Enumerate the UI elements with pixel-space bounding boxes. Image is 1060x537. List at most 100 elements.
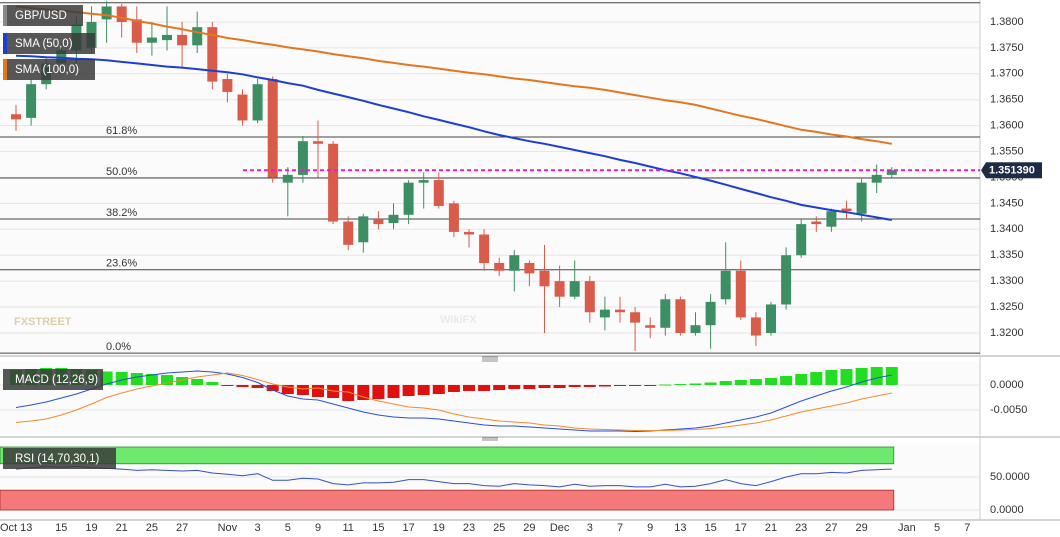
x-tick-label: 27 [825, 522, 837, 534]
macd-histogram-bar [568, 385, 581, 387]
macd-histogram-bar [553, 385, 566, 388]
macd-histogram-bar [100, 371, 113, 385]
y-tick-label: 0.0000 [990, 379, 1024, 391]
candle-body [388, 214, 399, 224]
macd-histogram-bar [885, 367, 898, 385]
candle-body [418, 180, 429, 183]
x-tick-label: 25 [493, 522, 505, 534]
macd-histogram-bar [659, 384, 672, 386]
macd-histogram-bar [674, 384, 687, 385]
y-tick-label: 1.3700 [990, 68, 1024, 80]
fib-label: 38.2% [106, 207, 137, 219]
candle-body [101, 6, 112, 20]
macd-line [15, 370, 892, 433]
fib-label: 61.8% [106, 125, 137, 137]
candle-body [494, 262, 505, 271]
y-tick-label: 1.3550 [990, 145, 1024, 157]
macd-histogram-bar [523, 385, 536, 389]
candle-body [328, 143, 339, 222]
candle-body [509, 255, 520, 271]
candle-body [766, 304, 776, 333]
x-tick-label: Jan [898, 522, 916, 534]
candle-body [192, 27, 203, 46]
macd-histogram-bar [734, 380, 747, 385]
macd-histogram-bar [463, 385, 475, 391]
x-tick-label: 17 [402, 522, 414, 534]
y-tick-label: 1.3750 [990, 42, 1024, 54]
overbought-band [0, 446, 895, 465]
candle-body [841, 208, 852, 212]
watermark: WikiFX [440, 314, 477, 326]
candle-body [886, 170, 897, 175]
candle-body [781, 255, 792, 305]
candle-body [222, 78, 233, 92]
macd-histogram-bar [825, 370, 838, 385]
fib-label: 23.6% [106, 258, 137, 270]
macd-histogram-bar [614, 385, 626, 386]
sma-line [15, 54, 892, 221]
legend-box [3, 5, 83, 26]
legend-box [3, 448, 116, 469]
price-tag [986, 162, 1042, 179]
resize-handle [482, 356, 498, 441]
candle-body [750, 317, 761, 336]
legend-label: SMA (50,0) [15, 38, 73, 50]
candle-body [871, 174, 882, 183]
candle-body [237, 94, 248, 121]
macd-histogram-bar [130, 373, 143, 385]
x-tick-label: Dec [550, 522, 570, 534]
legend-label: GBP/USD [15, 10, 67, 22]
x-tick-label: 13 [674, 522, 686, 534]
candle-body [297, 141, 308, 175]
candle-body [554, 281, 565, 297]
macd-histogram-bar [870, 367, 883, 385]
macd-histogram-bar [115, 372, 128, 385]
candle-body [464, 231, 474, 235]
macd-histogram-bar [387, 385, 400, 398]
candle-body [207, 27, 218, 82]
x-tick-label: Oct 13 [0, 522, 32, 534]
y-tick-label: 1.3400 [990, 223, 1024, 235]
y-tick-label: 1.3200 [990, 327, 1024, 339]
x-tick-label: 21 [116, 522, 128, 534]
y-tick-label: 50.0000 [990, 471, 1030, 483]
x-tick-label: 19 [85, 522, 97, 534]
y-tick-label: 1.3600 [990, 120, 1024, 132]
candle-body [267, 78, 278, 178]
x-tick-label: 25 [146, 522, 158, 534]
candle-body [116, 6, 127, 22]
macd-histogram-bar [296, 385, 309, 395]
indicator-title: RSI (14,70,30,1) [15, 453, 100, 465]
candle-body [599, 309, 610, 318]
candle-body [796, 224, 807, 256]
x-tick-label: 5 [934, 522, 940, 534]
y-tick-label: -0.0050 [990, 404, 1027, 416]
fib-label: 100.0% [106, 0, 144, 3]
y-tick-label: 1.3450 [990, 197, 1024, 209]
x-tick-label: 15 [372, 522, 384, 534]
legend-swatch [3, 5, 7, 26]
macd-histogram-bar [598, 385, 611, 387]
x-tick-label: 15 [55, 522, 67, 534]
macd-histogram-bar [161, 375, 173, 385]
candle-body [403, 182, 414, 215]
macd-histogram-bar [478, 385, 491, 391]
candle-body [282, 174, 293, 183]
macd-histogram-bar [312, 385, 324, 397]
x-tick-label: 29 [855, 522, 867, 534]
macd-histogram-bar [266, 385, 279, 391]
sma-line [15, 5, 892, 145]
candle-body [584, 281, 595, 313]
legend-box [3, 369, 103, 390]
macd-histogram-bar [583, 385, 596, 387]
candle-body [162, 34, 172, 41]
indicator-title: MACD (12,26,9) [15, 374, 98, 386]
macd-histogram-bar [221, 385, 234, 386]
candle-body [539, 270, 550, 287]
macd-histogram-bar [402, 385, 415, 396]
x-tick-label: 17 [735, 522, 747, 534]
candle-body [373, 218, 384, 225]
x-tick-label: 27 [176, 522, 188, 534]
x-tick-label: 23 [463, 522, 475, 534]
